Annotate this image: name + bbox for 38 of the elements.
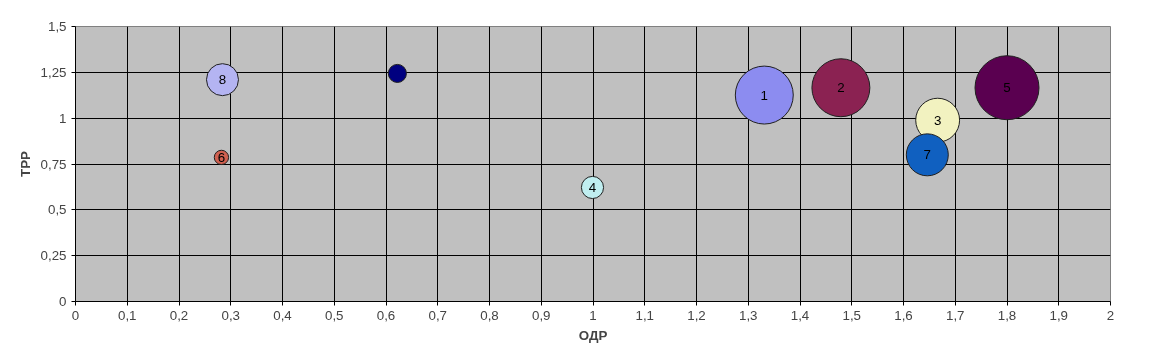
x-tick-label: 1 xyxy=(589,307,597,323)
x-tick-label: 1,1 xyxy=(635,307,655,323)
annotation: 6 xyxy=(217,149,226,165)
x-tick-label: 0,9 xyxy=(531,307,551,323)
y-tick-label: 1,5 xyxy=(47,19,67,34)
x-tick-label: 1,2 xyxy=(687,307,706,323)
x-tick-label: 0 xyxy=(71,307,80,323)
x-tick-label: 0,7 xyxy=(428,307,448,323)
x-tick-label: 1,7 xyxy=(945,307,965,323)
x-tick-label: 0,3 xyxy=(221,307,241,323)
annotation: 5 xyxy=(1003,80,1011,96)
annotation: 4 xyxy=(588,179,597,195)
annotation: 2 xyxy=(837,80,845,96)
x-tick-label: 1,8 xyxy=(997,307,1017,323)
y-tick-label: 1 xyxy=(59,110,67,126)
annotation: 8 xyxy=(218,72,227,88)
y-tick-label: 0,75 xyxy=(40,156,67,172)
x-tick-label: 1,5 xyxy=(842,307,862,323)
y-tick-label: 0,5 xyxy=(47,202,67,218)
y-tick-label: 1,25 xyxy=(40,64,67,80)
x-tick-label: 1,6 xyxy=(894,307,913,323)
annotation: 3 xyxy=(933,112,942,128)
x-tick-label: 2 xyxy=(1106,307,1115,323)
y-tick-label: 0,25 xyxy=(40,248,67,264)
x-tick-label: 0,2 xyxy=(169,307,189,323)
annotation: 7 xyxy=(923,147,932,163)
annotation: 1 xyxy=(760,87,769,103)
x-tick-label: 0,5 xyxy=(324,307,344,323)
x-tick-label: 0,8 xyxy=(480,307,499,323)
x-axis-title: ОДР xyxy=(578,327,608,343)
y-tick-label: 0 xyxy=(59,294,67,309)
x-tick-label: 1,9 xyxy=(1049,307,1069,323)
y-axis-title: ТРР xyxy=(17,150,33,177)
x-tick-label: 1,3 xyxy=(738,307,758,323)
x-tick-label: 0,4 xyxy=(273,307,293,323)
x-tick-label: 0,6 xyxy=(376,307,396,323)
x-tick-label: 1,4 xyxy=(790,307,810,323)
x-tick-label: 0,1 xyxy=(117,307,137,323)
